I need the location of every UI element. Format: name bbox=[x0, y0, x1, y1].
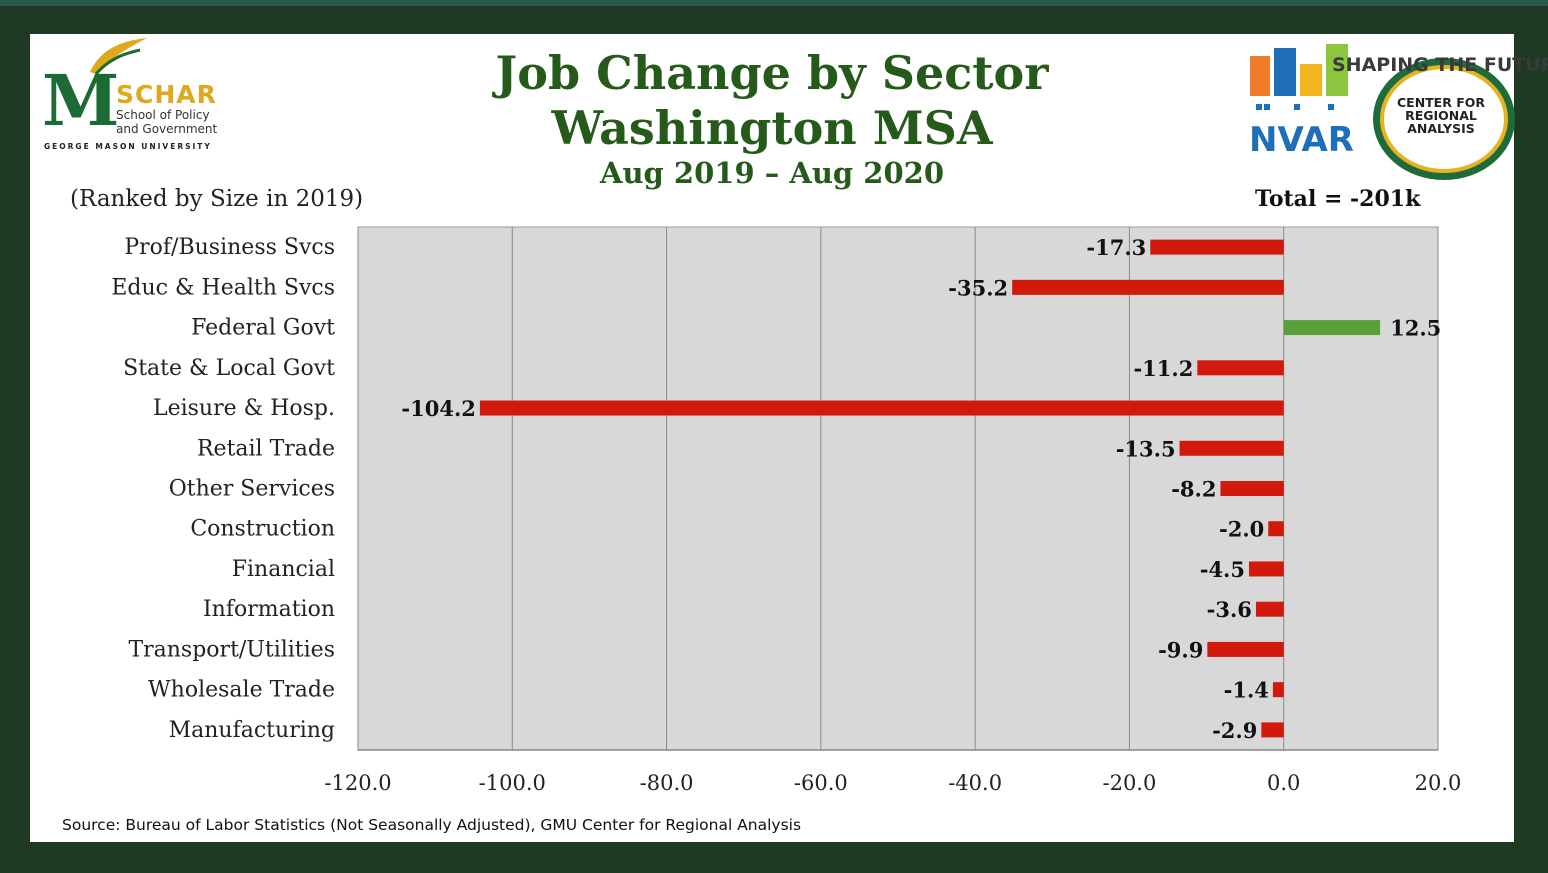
category-label: State & Local Govt bbox=[123, 356, 335, 381]
bar bbox=[1268, 521, 1284, 537]
x-tick-label: -80.0 bbox=[640, 771, 694, 795]
schar-logo: M SCHAR School of Policy and Government … bbox=[42, 36, 232, 156]
data-label: -4.5 bbox=[1200, 557, 1245, 582]
leaf-icon bbox=[90, 38, 147, 75]
chart-title-line-2: Washington MSA bbox=[551, 101, 993, 155]
logo-schar-text: SCHAR bbox=[116, 80, 217, 109]
logo-university: GEORGE MASON UNIVERSITY bbox=[44, 142, 212, 151]
bar bbox=[1220, 481, 1284, 496]
category-label: Wholesale Trade bbox=[148, 678, 335, 703]
total-label: Total = -201k bbox=[1255, 186, 1421, 212]
bar bbox=[1249, 561, 1284, 577]
category-label: Information bbox=[203, 597, 335, 622]
bar-chart: -120.0 -100.0 -80.0 -60.0 -40.0 -20.0 0.0 20.0 P… bbox=[111, 226, 1462, 795]
x-tick-label: -60.0 bbox=[794, 771, 848, 795]
cra-line-1: CENTER FOR bbox=[1396, 95, 1485, 110]
chart-subtitle: Aug 2019 – Aug 2020 bbox=[599, 156, 945, 190]
category-label: Educ & Health Svcs bbox=[111, 275, 335, 300]
data-label: -17.3 bbox=[1086, 235, 1146, 260]
category-label: Manufacturing bbox=[169, 718, 335, 743]
x-tick-label: -40.0 bbox=[948, 771, 1002, 795]
data-label: -1.4 bbox=[1224, 678, 1269, 703]
bar bbox=[1150, 239, 1284, 255]
x-tick-label: 20.0 bbox=[1415, 771, 1462, 795]
data-label: -9.9 bbox=[1158, 637, 1203, 662]
cra-line-3: ANALYSIS bbox=[1407, 121, 1475, 136]
data-label: -2.9 bbox=[1212, 718, 1257, 743]
bar bbox=[479, 400, 1284, 416]
x-tick-label: -120.0 bbox=[324, 771, 391, 795]
category-label: Federal Govt bbox=[191, 316, 335, 341]
x-tick-label: -20.0 bbox=[1102, 771, 1156, 795]
category-label: Retail Trade bbox=[197, 436, 335, 461]
logo-m-letter: M bbox=[42, 59, 120, 142]
bar bbox=[1012, 279, 1284, 295]
category-label: Other Services bbox=[169, 477, 335, 502]
data-label: -11.2 bbox=[1133, 356, 1193, 381]
data-label: -8.2 bbox=[1171, 477, 1216, 502]
bar bbox=[1179, 440, 1284, 456]
nvar-buildings-icon bbox=[1250, 44, 1348, 110]
ranked-note: (Ranked by Size in 2019) bbox=[70, 186, 364, 212]
data-label: 12.5 bbox=[1390, 316, 1441, 341]
x-tick-label: -100.0 bbox=[479, 771, 546, 795]
category-label: Construction bbox=[190, 517, 335, 542]
data-label: -35.2 bbox=[948, 275, 1008, 300]
bar bbox=[1283, 320, 1381, 336]
logo-subtitle-2: and Government bbox=[116, 122, 218, 136]
bar bbox=[1197, 360, 1284, 376]
cra-logo-text: CENTER FOR REGIONAL ANALYSIS bbox=[1388, 96, 1494, 135]
slide: M SCHAR School of Policy and Government … bbox=[30, 34, 1548, 842]
x-tick-label: 0.0 bbox=[1267, 771, 1300, 795]
category-label: Financial bbox=[232, 557, 335, 582]
bar bbox=[1261, 722, 1284, 738]
window-top-strip bbox=[0, 0, 1548, 6]
shaping-future-text: SHAPING THE FUTURE bbox=[1332, 54, 1548, 76]
data-label: -104.2 bbox=[401, 396, 475, 421]
data-label: -13.5 bbox=[1116, 436, 1176, 461]
nvar-logo-text: NVAR bbox=[1249, 120, 1354, 160]
bar bbox=[1272, 682, 1284, 698]
chart-title-line-1: Job Change by Sector bbox=[495, 46, 1049, 100]
bar bbox=[1207, 641, 1284, 657]
bar bbox=[1255, 601, 1284, 617]
source-note: Source: Bureau of Labor Statistics (Not … bbox=[62, 816, 802, 834]
logo-subtitle-1: School of Policy bbox=[116, 108, 210, 122]
data-label: -2.0 bbox=[1219, 517, 1264, 542]
cra-logo bbox=[1373, 58, 1515, 180]
category-label: Leisure & Hosp. bbox=[153, 396, 335, 421]
data-label: -3.6 bbox=[1207, 597, 1252, 622]
cra-line-2: REGIONAL bbox=[1405, 108, 1477, 123]
category-label: Prof/Business Svcs bbox=[124, 235, 335, 260]
category-label: Transport/Utilities bbox=[128, 637, 335, 662]
